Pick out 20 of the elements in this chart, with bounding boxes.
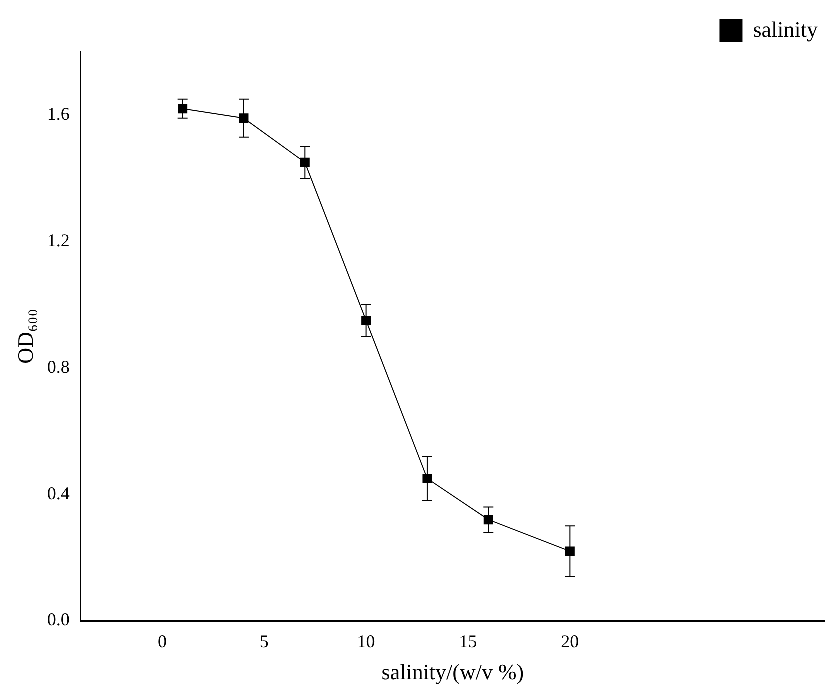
y-tick-label: 1.2 (47, 230, 70, 250)
y-tick-label: 0.8 (47, 356, 70, 377)
y-tick-label: 1.6 (47, 104, 70, 124)
legend-label: salinity (753, 16, 818, 42)
point (239, 114, 249, 124)
x-tick-label: 10 (357, 632, 376, 652)
point (178, 104, 188, 114)
x-tick-label: 20 (561, 632, 580, 652)
point (422, 474, 432, 484)
point (484, 515, 494, 525)
point (300, 158, 310, 168)
x-tick-label: 5 (260, 632, 269, 652)
point (565, 546, 575, 556)
y-tick-label: 0.0 (47, 610, 70, 630)
x-tick-label: 0 (158, 632, 167, 652)
point (362, 316, 372, 326)
y-tick-label: 0.4 (47, 483, 70, 504)
y-axis-title: OD₆₀₀ (12, 309, 38, 364)
x-tick-label: 15 (459, 632, 478, 652)
x-axis-title: salinity/(w/v %) (382, 660, 524, 685)
